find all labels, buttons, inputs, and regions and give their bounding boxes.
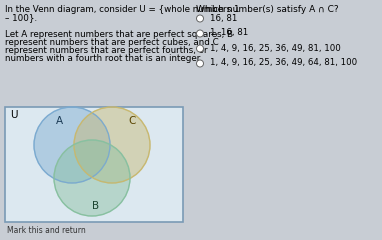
Circle shape (74, 107, 150, 183)
Text: 1, 4, 9, 16, 25, 36, 49, 64, 81, 100: 1, 4, 9, 16, 25, 36, 49, 64, 81, 100 (210, 59, 357, 67)
Circle shape (34, 107, 110, 183)
Circle shape (196, 30, 204, 37)
Text: 16, 81: 16, 81 (210, 13, 237, 23)
Text: C: C (128, 116, 135, 126)
Text: B: B (92, 201, 99, 211)
Text: A: A (56, 116, 63, 126)
Circle shape (196, 60, 204, 67)
Text: U: U (10, 110, 18, 120)
Text: 1, 16, 81: 1, 16, 81 (210, 29, 248, 37)
Text: Let A represent numbers that are perfect squares, B: Let A represent numbers that are perfect… (5, 30, 233, 39)
Text: Which number(s) satisfy A ∩ C?: Which number(s) satisfy A ∩ C? (196, 5, 338, 14)
Circle shape (196, 15, 204, 22)
Circle shape (54, 140, 130, 216)
Text: 1, 4, 9, 16, 25, 36, 49, 81, 100: 1, 4, 9, 16, 25, 36, 49, 81, 100 (210, 43, 341, 53)
Text: represent numbers that are perfect cubes, and C: represent numbers that are perfect cubes… (5, 38, 219, 47)
Text: In the Venn diagram, consider U = {whole numbers 1: In the Venn diagram, consider U = {whole… (5, 5, 240, 14)
Text: numbers with a fourth root that is an integer.: numbers with a fourth root that is an in… (5, 54, 202, 63)
Text: – 100}.: – 100}. (5, 13, 37, 22)
Circle shape (196, 45, 204, 52)
Text: represent numbers that are perfect fourths, or: represent numbers that are perfect fourt… (5, 46, 208, 55)
Text: Mark this and return: Mark this and return (7, 226, 86, 235)
FancyBboxPatch shape (5, 107, 183, 222)
